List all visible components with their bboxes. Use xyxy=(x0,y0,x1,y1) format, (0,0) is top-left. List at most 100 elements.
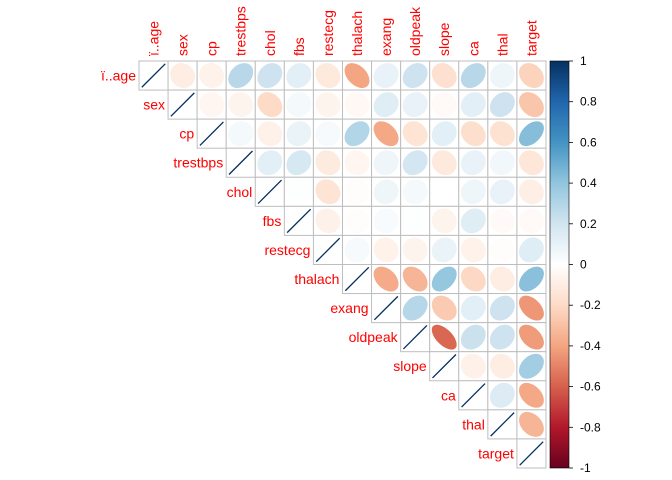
ellipse-sex-cp xyxy=(198,91,225,118)
ellipse-restecg-thalach xyxy=(343,236,371,263)
ellipse-chol-target xyxy=(518,178,545,205)
ellipse-fbs-exang xyxy=(373,207,400,234)
colorbar-tick-label: 0.2 xyxy=(580,217,597,231)
row-label-10: slope xyxy=(393,358,427,374)
ellipse-fbs-target xyxy=(518,207,545,234)
colorbar-tick-label: -0.4 xyxy=(580,339,601,353)
ellipse-slope-thal xyxy=(489,353,516,380)
ellipse-exang-oldpeak xyxy=(402,295,429,322)
col-label-13: target xyxy=(523,20,539,56)
col-label-1: sex xyxy=(175,34,191,56)
ellipse-trestbps-restecg xyxy=(314,149,341,176)
ellipse-sex-slope xyxy=(431,91,458,118)
ellipse-restecg-slope xyxy=(431,236,458,263)
ellipse-slope-ca xyxy=(460,353,487,380)
ellipse-trestbps-trestbps xyxy=(228,150,253,175)
ellipse-ï..age-slope xyxy=(431,62,458,89)
colorbar-tick-label: -0.2 xyxy=(580,298,601,312)
ellipse-ï..age-chol xyxy=(256,62,283,89)
row-label-1: sex xyxy=(143,97,165,113)
ellipse-ca-thal xyxy=(489,382,516,409)
ellipse-slope-target xyxy=(518,353,545,380)
ellipse-fbs-ca xyxy=(460,207,487,234)
colorbar-gradient xyxy=(549,60,570,469)
row-label-4: chol xyxy=(227,184,253,200)
ellipse-thalach-thal xyxy=(489,265,516,293)
colorbar-tick-label: 0.8 xyxy=(580,95,597,109)
ellipse-thalach-oldpeak xyxy=(402,265,429,293)
ellipse-ï..age-ca xyxy=(460,62,487,89)
ellipse-ï..age-sex xyxy=(169,62,196,89)
ellipse-cp-thalach xyxy=(343,120,371,147)
ellipse-chol-thalach xyxy=(343,178,371,205)
ellipse-exang-target xyxy=(518,295,545,322)
ellipse-cp-chol xyxy=(256,120,283,147)
row-label-12: thal xyxy=(462,416,485,432)
ellipse-restecg-ca xyxy=(460,236,487,263)
ellipse-ï..age-cp xyxy=(198,62,225,89)
ellipse-oldpeak-target xyxy=(518,324,545,351)
ellipse-trestbps-thal xyxy=(489,149,516,176)
ellipse-sex-ca xyxy=(460,91,487,118)
ellipse-thalach-thalach xyxy=(344,266,370,292)
ellipse-oldpeak-thal xyxy=(489,324,516,351)
col-label-8: exang xyxy=(378,18,394,56)
ellipse-exang-slope xyxy=(431,295,458,322)
column-labels: ï..age sex cp trestbps chol fbs restecg thalach… xyxy=(146,6,540,56)
colorbar-ticks: 1 0.8 0.6 0.4 0.2 0 -0.2 -0.4 -0.6 -0.8 -1 xyxy=(569,54,601,475)
colorbar-tick-label: 0.4 xyxy=(580,176,597,190)
ellipse-restecg-thal xyxy=(489,236,516,263)
ellipse-target-target xyxy=(519,441,544,466)
ellipse-thalach-ca xyxy=(460,265,487,293)
ellipse-restecg-exang xyxy=(373,236,400,263)
row-label-7: thalach xyxy=(294,271,339,287)
ellipse-ï..age-oldpeak xyxy=(402,62,429,89)
ellipse-chol-ca xyxy=(460,178,487,205)
ellipse-trestbps-target xyxy=(518,149,545,176)
ellipse-chol-restecg xyxy=(314,178,341,205)
ellipse-cp-fbs xyxy=(285,120,312,147)
ellipse-ï..age-restecg xyxy=(314,62,341,89)
ellipse-sex-chol xyxy=(256,91,283,118)
ellipse-oldpeak-ca xyxy=(460,324,487,351)
ellipse-restecg-oldpeak xyxy=(402,236,429,263)
row-label-8: exang xyxy=(330,300,368,316)
ellipse-sex-exang xyxy=(373,91,400,118)
ellipse-fbs-thal xyxy=(489,207,516,234)
ellipse-cp-exang xyxy=(373,120,400,147)
row-label-13: target xyxy=(478,445,514,461)
ellipse-exang-thal xyxy=(489,295,516,322)
col-label-10: slope xyxy=(436,22,452,56)
col-label-6: restecg xyxy=(320,10,336,56)
ellipse-exang-ca xyxy=(460,295,487,322)
ellipse-sex-oldpeak xyxy=(402,91,429,118)
ellipse-cp-oldpeak xyxy=(402,120,429,147)
ellipse-cp-thal xyxy=(489,120,516,147)
col-label-12: thal xyxy=(494,33,510,56)
col-label-2: cp xyxy=(204,41,220,56)
ellipse-sex-trestbps xyxy=(227,91,254,118)
ellipse-trestbps-exang xyxy=(373,149,400,176)
ellipse-trestbps-oldpeak xyxy=(402,149,429,176)
ellipse-trestbps-ca xyxy=(460,149,487,176)
col-label-0: ï..age xyxy=(146,21,162,56)
ellipse-trestbps-thalach xyxy=(343,149,371,176)
ellipse-cp-trestbps xyxy=(227,120,254,147)
ellipse-chol-exang xyxy=(373,178,400,205)
colorbar-tick-label: 0.6 xyxy=(580,135,597,149)
col-label-7: thalach xyxy=(349,11,365,56)
row-label-3: trestbps xyxy=(173,155,223,171)
ellipse-oldpeak-oldpeak xyxy=(402,324,428,350)
row-label-6: restecg xyxy=(264,242,310,258)
ellipse-ï..age-thalach xyxy=(343,62,371,89)
ellipse-fbs-fbs xyxy=(286,208,312,234)
ellipse-sex-thalach xyxy=(343,91,371,118)
ellipse-thal-thal xyxy=(490,412,515,437)
ellipse-ï..age-ï..age xyxy=(141,63,166,88)
ellipse-sex-fbs xyxy=(285,91,312,118)
ellipse-ï..age-fbs xyxy=(285,62,312,89)
col-label-4: chol xyxy=(262,30,278,56)
ellipse-ï..age-target xyxy=(518,62,545,89)
